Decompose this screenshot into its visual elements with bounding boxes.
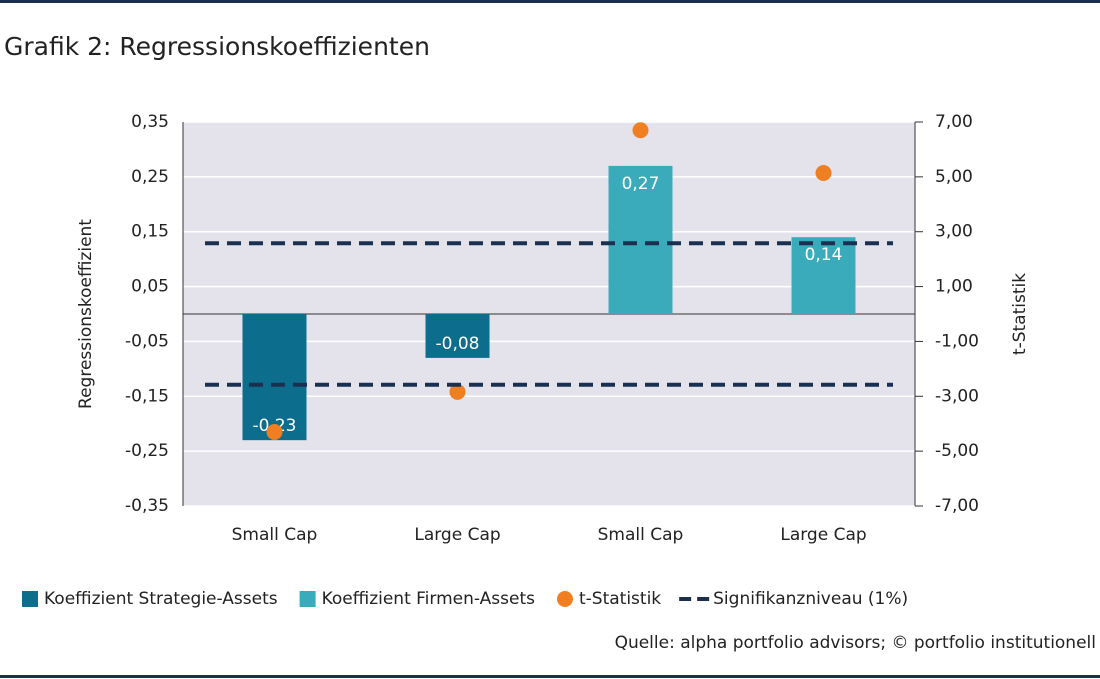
legend-label: t-Statistik [579, 589, 661, 609]
legend-swatch [556, 591, 573, 607]
data-label: 0,27 [622, 174, 660, 194]
y2-tick-label: 3,00 [935, 222, 973, 242]
top-border [0, 0, 1100, 3]
legend-label: Koeffizient Strategie-Assets [44, 589, 278, 609]
y2-tick-label: -3,00 [935, 386, 979, 406]
y2-tick-label: 5,00 [935, 167, 973, 187]
y2-tick-label: -7,00 [935, 496, 979, 516]
bar [425, 314, 490, 358]
y2-tick-label: -1,00 [935, 331, 979, 351]
t-stat-point [815, 165, 832, 182]
y-tick-label: -0,15 [125, 386, 169, 406]
y-tick-label: 0,35 [131, 112, 169, 132]
y2-axis-label: t-Statistik [1010, 273, 1030, 355]
y-tick-label: -0,25 [125, 441, 169, 461]
data-label: -0,08 [436, 334, 480, 354]
y2-tick-label: 7,00 [935, 112, 973, 132]
y-tick-label: -0,05 [125, 331, 169, 351]
y2-tick-label: 1,00 [935, 277, 973, 297]
bar [791, 237, 856, 314]
x-tick-label: Small Cap [598, 525, 684, 545]
t-stat-point [449, 383, 466, 400]
t-stat-point [266, 423, 283, 440]
legend-label: Signifikanzniveau (1%) [713, 589, 908, 609]
y-tick-label: 0,25 [131, 167, 169, 187]
legend-swatch [22, 591, 38, 607]
source: Quelle: alpha portfolio advisors; © port… [615, 633, 1096, 653]
t-stat-point [632, 122, 649, 139]
chart-title: Grafik 2: Regressionskoeffizienten [4, 32, 430, 61]
y-tick-label: 0,05 [131, 277, 169, 297]
x-tick-label: Small Cap [232, 525, 318, 545]
bottom-border [0, 675, 1100, 678]
y-axis-label: Regressionskoeffizient [76, 219, 96, 409]
bar [242, 314, 307, 441]
y2-tick-label: -5,00 [935, 441, 979, 461]
legend-swatch [299, 591, 316, 607]
bar [608, 165, 673, 314]
legend-label: Koeffizient Firmen-Assets [322, 589, 536, 609]
y-tick-label: 0,15 [131, 222, 169, 242]
y-tick-label: -0,35 [125, 496, 169, 516]
x-tick-label: Large Cap [780, 525, 866, 545]
x-tick-label: Large Cap [414, 525, 500, 545]
data-label: 0,14 [805, 245, 843, 265]
